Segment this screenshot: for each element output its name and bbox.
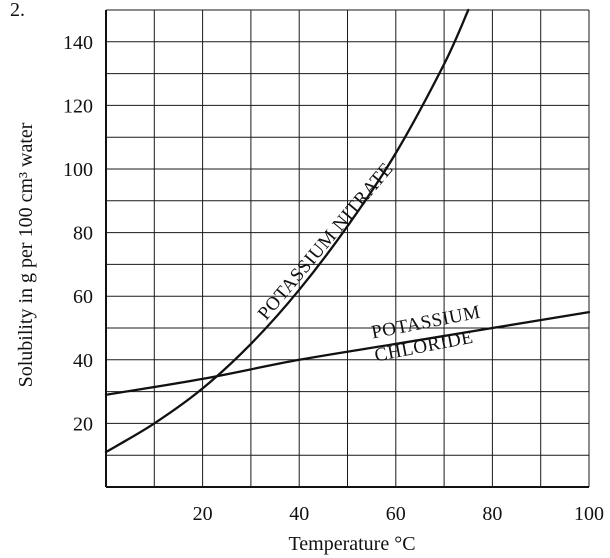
y-tick-label: 100 bbox=[63, 159, 93, 181]
y-tick-label: 120 bbox=[63, 95, 93, 117]
y-tick-label: 20 bbox=[73, 413, 93, 435]
tick-labels: 20 40 60 80 100 20 40 60 80 100 120 140 bbox=[63, 32, 604, 525]
y-tick-label: 140 bbox=[63, 32, 93, 54]
x-tick-label: 100 bbox=[574, 503, 604, 525]
x-tick-label: 60 bbox=[386, 503, 406, 525]
y-axis-label: Solubility in g per 100 cm³ water bbox=[15, 122, 37, 387]
grid-lines bbox=[106, 9, 590, 487]
y-tick-label: 40 bbox=[73, 350, 93, 372]
y-tick-label: 80 bbox=[73, 223, 93, 245]
axes bbox=[105, 10, 589, 488]
x-tick-label: 80 bbox=[482, 503, 502, 525]
series-layer bbox=[104, 8, 591, 454]
potassium-chloride-curve bbox=[104, 310, 591, 396]
corner-mark: 2. bbox=[10, 0, 25, 21]
x-tick-label: 20 bbox=[193, 503, 213, 525]
y-tick-label: 60 bbox=[73, 286, 93, 308]
potassium-nitrate-curve bbox=[104, 8, 470, 454]
x-tick-label: 40 bbox=[289, 503, 309, 525]
potassium-nitrate-label: POTASSIUM NITRATE bbox=[254, 159, 398, 325]
x-axis-label: Temperature °C bbox=[288, 533, 415, 555]
